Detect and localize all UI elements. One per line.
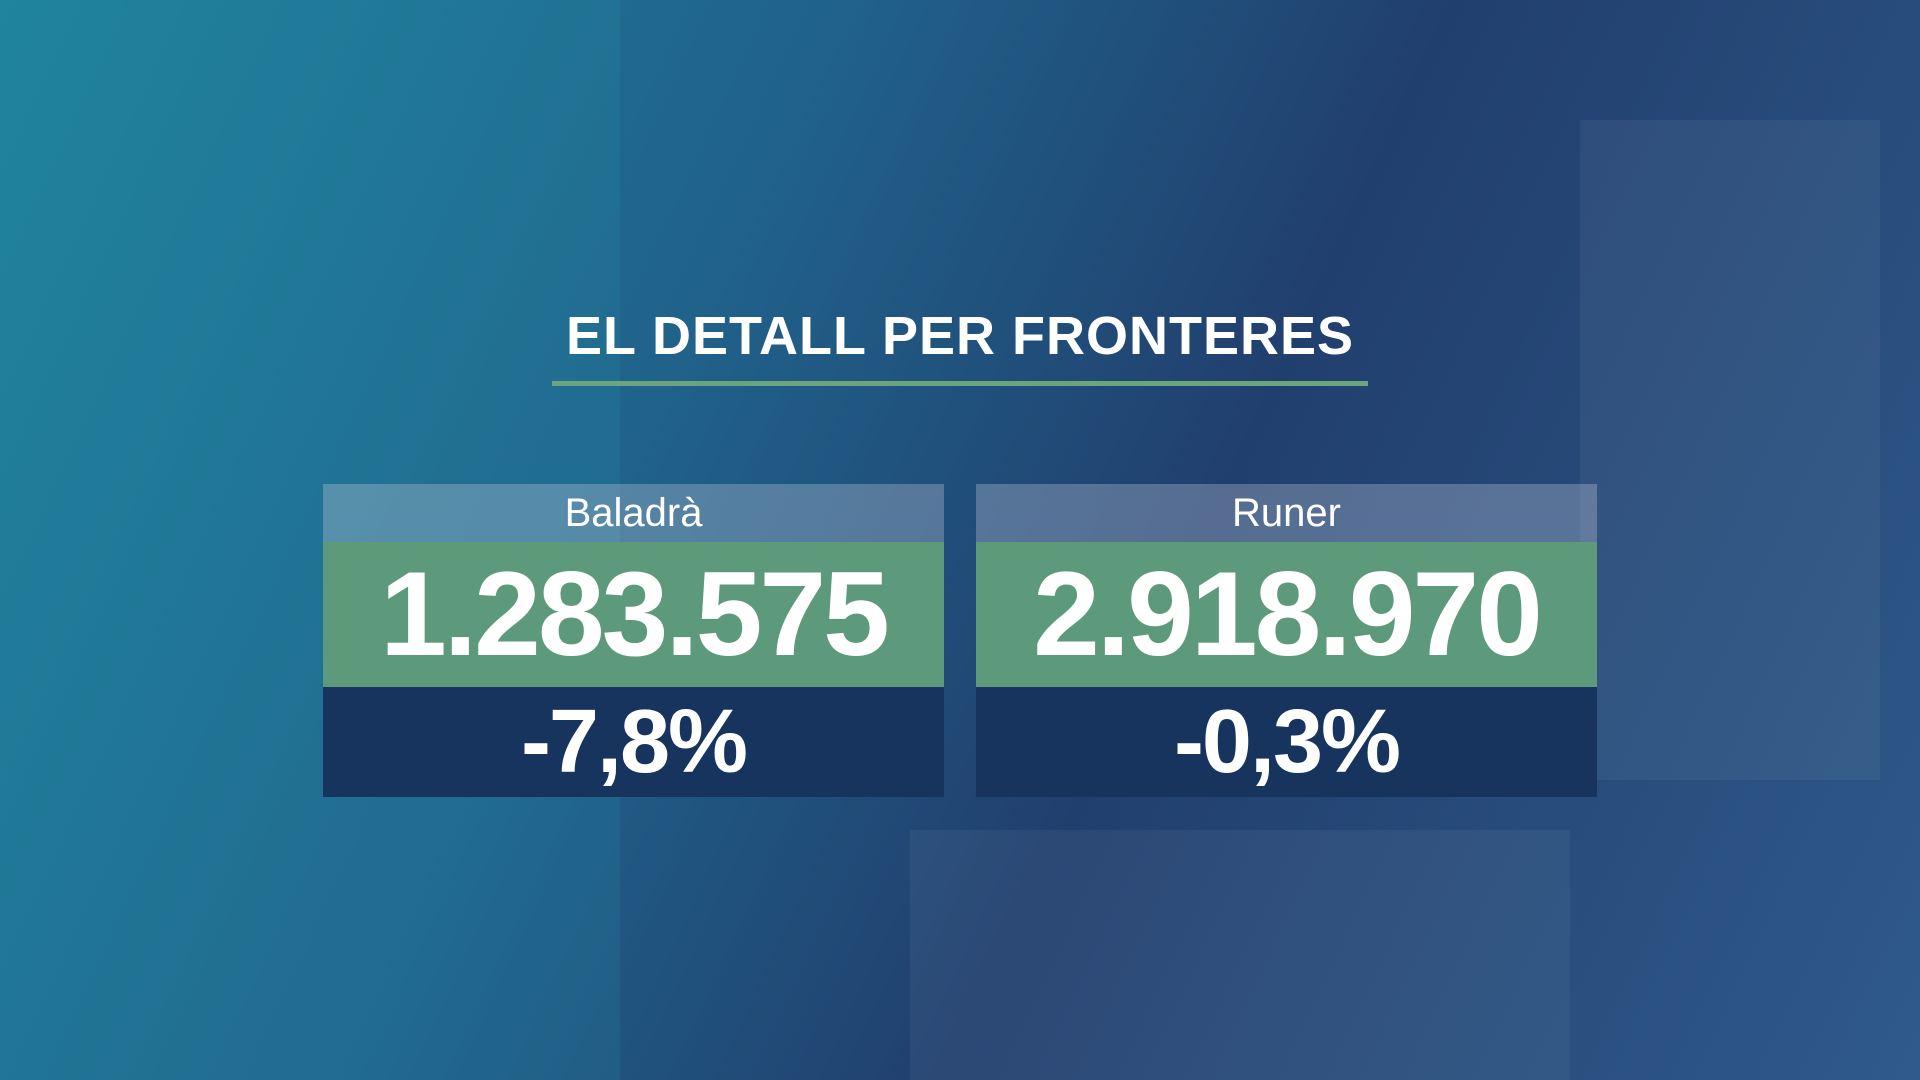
card-name: Runer (976, 484, 1597, 542)
card: Runer 2.918.970 -0,3% (976, 484, 1597, 797)
card-change: -0,3% (976, 687, 1597, 797)
background-panel (910, 830, 1570, 1080)
card-value: 1.283.575 (323, 542, 944, 687)
card: Baladrà 1.283.575 -7,8% (323, 484, 944, 797)
title-underline (552, 381, 1368, 386)
background-panel (1580, 120, 1880, 780)
background-panel (0, 0, 620, 1080)
card-name: Baladrà (323, 484, 944, 542)
title: EL DETALL PER FRONTERES (565, 306, 1355, 366)
card-change: -7,8% (323, 687, 944, 797)
card-value: 2.918.970 (976, 542, 1597, 687)
